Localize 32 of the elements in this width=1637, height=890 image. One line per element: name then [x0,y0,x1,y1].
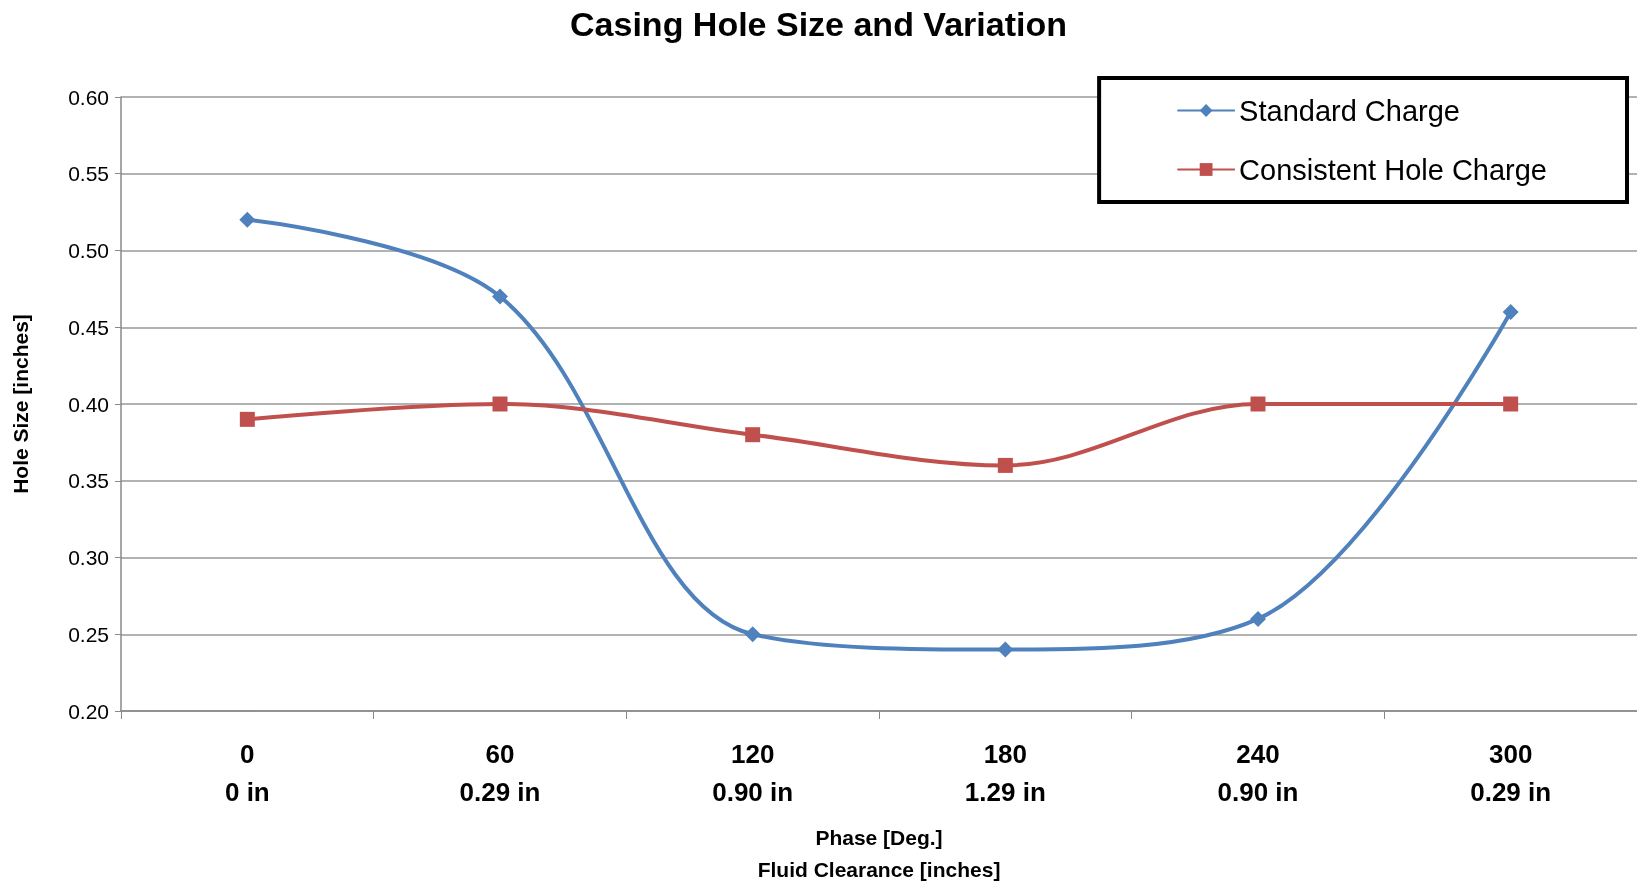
y-tick-label: 0.55 [68,162,109,186]
point [1502,303,1519,320]
y-tick-label: 0.20 [68,699,109,723]
legend-label: Consistent Hole Charge [1239,153,1548,186]
point [1250,610,1266,627]
point [997,641,1014,658]
y-tick-label: 0.30 [68,546,109,569]
y-tick-label: 0.35 [68,469,109,493]
point [744,626,761,643]
x-tick-label: 60 0.29 in [459,739,541,807]
y-axis-title: Hole Size [inches] [9,314,32,494]
x-tick-label: 180 1.29 in [964,739,1046,807]
x-tick-label: 0 0 in [224,739,270,807]
chart-title: Casing Hole Size and Variation [570,5,1067,43]
y-tick-label: 0.50 [68,239,109,262]
x-tick-label: 240 0.90 in [1217,739,1299,807]
x-axis-title: Phase [Deg.] Fluid Clearance [inches] [757,825,1001,881]
point [1250,396,1266,412]
y-tick-label: 0.40 [68,392,109,416]
point [239,211,256,228]
point [492,288,508,305]
point [239,411,255,427]
point [1503,396,1519,412]
y-tick-label: 0.45 [68,315,109,339]
y-tick-label: 0.60 [68,85,109,109]
point [745,427,761,443]
y-tick-label: 0.25 [68,622,109,646]
legend-label: Standard Charge [1239,94,1460,127]
point [997,457,1013,473]
x-tick-label: 300 0.29 in [1470,739,1552,807]
point [492,396,508,412]
x-tick-label: 120 0.90 in [712,739,794,807]
